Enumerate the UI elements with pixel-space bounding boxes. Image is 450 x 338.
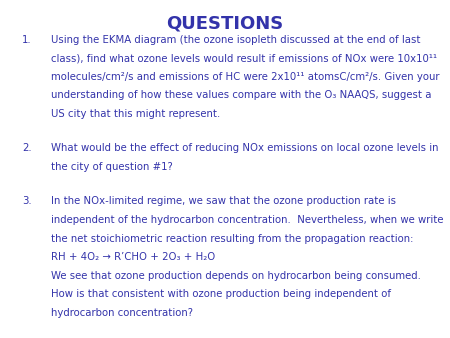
Text: In the NOx-limited regime, we saw that the ozone production rate is: In the NOx-limited regime, we saw that t… bbox=[51, 196, 396, 207]
Text: RH + 4O₂ → R’CHO + 2O₃ + H₂O: RH + 4O₂ → R’CHO + 2O₃ + H₂O bbox=[51, 252, 215, 262]
Text: US city that this might represent.: US city that this might represent. bbox=[51, 109, 220, 119]
Text: molecules/cm²/s and emissions of HC were 2x10¹¹ atomsC/cm²/s. Given your: molecules/cm²/s and emissions of HC were… bbox=[51, 72, 439, 82]
Text: What would be the effect of reducing NOx emissions on local ozone levels in: What would be the effect of reducing NOx… bbox=[51, 144, 438, 153]
Text: independent of the hydrocarbon concentration.  Nevertheless, when we write: independent of the hydrocarbon concentra… bbox=[51, 215, 443, 225]
Text: understanding of how these values compare with the O₃ NAAQS, suggest a: understanding of how these values compar… bbox=[51, 91, 431, 100]
Text: the net stoichiometric reaction resulting from the propagation reaction:: the net stoichiometric reaction resultin… bbox=[51, 234, 413, 244]
Text: the city of question #1?: the city of question #1? bbox=[51, 162, 172, 172]
Text: 1.: 1. bbox=[22, 35, 32, 45]
Text: How is that consistent with ozone production being independent of: How is that consistent with ozone produc… bbox=[51, 289, 391, 299]
Text: 2.: 2. bbox=[22, 144, 32, 153]
Text: QUESTIONS: QUESTIONS bbox=[166, 15, 284, 33]
Text: 3.: 3. bbox=[22, 196, 32, 207]
Text: hydrocarbon concentration?: hydrocarbon concentration? bbox=[51, 308, 193, 318]
Text: class), find what ozone levels would result if emissions of NOx were 10x10¹¹: class), find what ozone levels would res… bbox=[51, 53, 437, 64]
Text: Using the EKMA diagram (the ozone isopleth discussed at the end of last: Using the EKMA diagram (the ozone isople… bbox=[51, 35, 420, 45]
Text: We see that ozone production depends on hydrocarbon being consumed.: We see that ozone production depends on … bbox=[51, 271, 421, 281]
